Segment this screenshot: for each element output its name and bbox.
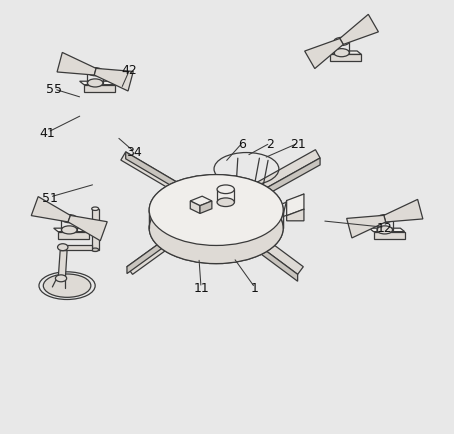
Text: 6: 6 — [238, 137, 246, 150]
Polygon shape — [127, 211, 210, 275]
Ellipse shape — [149, 175, 283, 246]
Polygon shape — [121, 152, 210, 210]
Polygon shape — [384, 200, 423, 223]
Polygon shape — [347, 216, 385, 238]
Ellipse shape — [55, 275, 67, 282]
Ellipse shape — [87, 80, 103, 88]
Polygon shape — [68, 216, 107, 241]
Polygon shape — [31, 197, 70, 222]
Ellipse shape — [217, 185, 234, 194]
Text: 34: 34 — [126, 146, 142, 159]
Text: 2: 2 — [266, 137, 274, 150]
Ellipse shape — [61, 227, 77, 234]
Ellipse shape — [92, 249, 99, 252]
Polygon shape — [374, 232, 405, 239]
Polygon shape — [190, 197, 212, 206]
Polygon shape — [94, 69, 133, 92]
Polygon shape — [59, 251, 67, 279]
Polygon shape — [222, 150, 320, 210]
Text: 21: 21 — [291, 137, 306, 150]
Text: 51: 51 — [42, 191, 58, 204]
Text: 11: 11 — [193, 282, 209, 295]
Ellipse shape — [334, 49, 349, 58]
Ellipse shape — [61, 215, 77, 223]
Ellipse shape — [377, 227, 393, 234]
Polygon shape — [331, 55, 361, 62]
Polygon shape — [340, 15, 379, 45]
Text: 12: 12 — [377, 221, 393, 234]
Polygon shape — [200, 201, 212, 214]
Polygon shape — [92, 209, 99, 250]
Ellipse shape — [334, 38, 349, 46]
Ellipse shape — [217, 198, 234, 207]
Polygon shape — [200, 201, 212, 214]
Ellipse shape — [217, 198, 234, 207]
Ellipse shape — [149, 175, 283, 246]
Polygon shape — [227, 158, 320, 217]
Polygon shape — [79, 82, 115, 85]
Polygon shape — [369, 229, 405, 232]
Polygon shape — [305, 39, 343, 69]
Ellipse shape — [43, 274, 91, 298]
Ellipse shape — [377, 215, 393, 223]
Ellipse shape — [149, 193, 283, 264]
Text: 42: 42 — [122, 64, 138, 77]
Ellipse shape — [92, 207, 99, 211]
Polygon shape — [58, 232, 89, 239]
Polygon shape — [190, 201, 200, 214]
Polygon shape — [190, 197, 212, 206]
Polygon shape — [326, 52, 361, 55]
Text: 1: 1 — [251, 282, 259, 295]
Polygon shape — [127, 211, 205, 274]
Polygon shape — [126, 152, 210, 209]
Polygon shape — [84, 85, 115, 92]
Ellipse shape — [149, 193, 283, 264]
Text: 55: 55 — [46, 83, 62, 96]
Ellipse shape — [87, 69, 103, 76]
Polygon shape — [54, 229, 89, 232]
Polygon shape — [57, 53, 96, 76]
Ellipse shape — [217, 185, 234, 194]
Text: 41: 41 — [40, 126, 55, 139]
Polygon shape — [63, 245, 92, 250]
Polygon shape — [286, 210, 304, 221]
Polygon shape — [222, 219, 298, 282]
Polygon shape — [222, 211, 303, 275]
Ellipse shape — [58, 244, 68, 251]
Polygon shape — [190, 201, 200, 214]
Polygon shape — [286, 194, 304, 216]
